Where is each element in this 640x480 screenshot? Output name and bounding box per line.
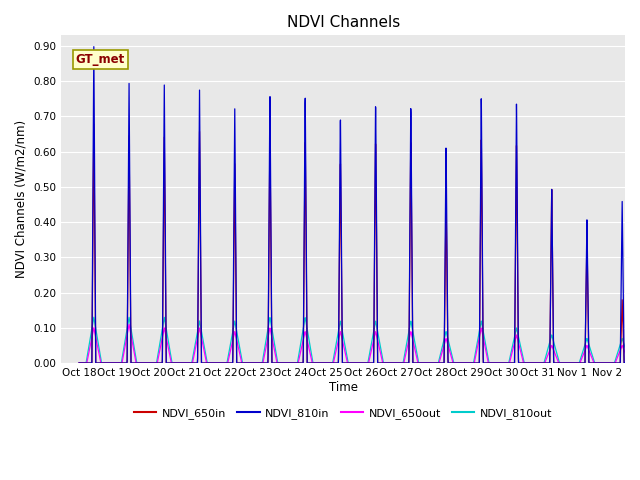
Text: GT_met: GT_met xyxy=(76,53,125,66)
Y-axis label: NDVI Channels (W/m2/nm): NDVI Channels (W/m2/nm) xyxy=(15,120,28,278)
Title: NDVI Channels: NDVI Channels xyxy=(287,15,400,30)
X-axis label: Time: Time xyxy=(329,381,358,394)
Legend: NDVI_650in, NDVI_810in, NDVI_650out, NDVI_810out: NDVI_650in, NDVI_810in, NDVI_650out, NDV… xyxy=(130,403,557,423)
